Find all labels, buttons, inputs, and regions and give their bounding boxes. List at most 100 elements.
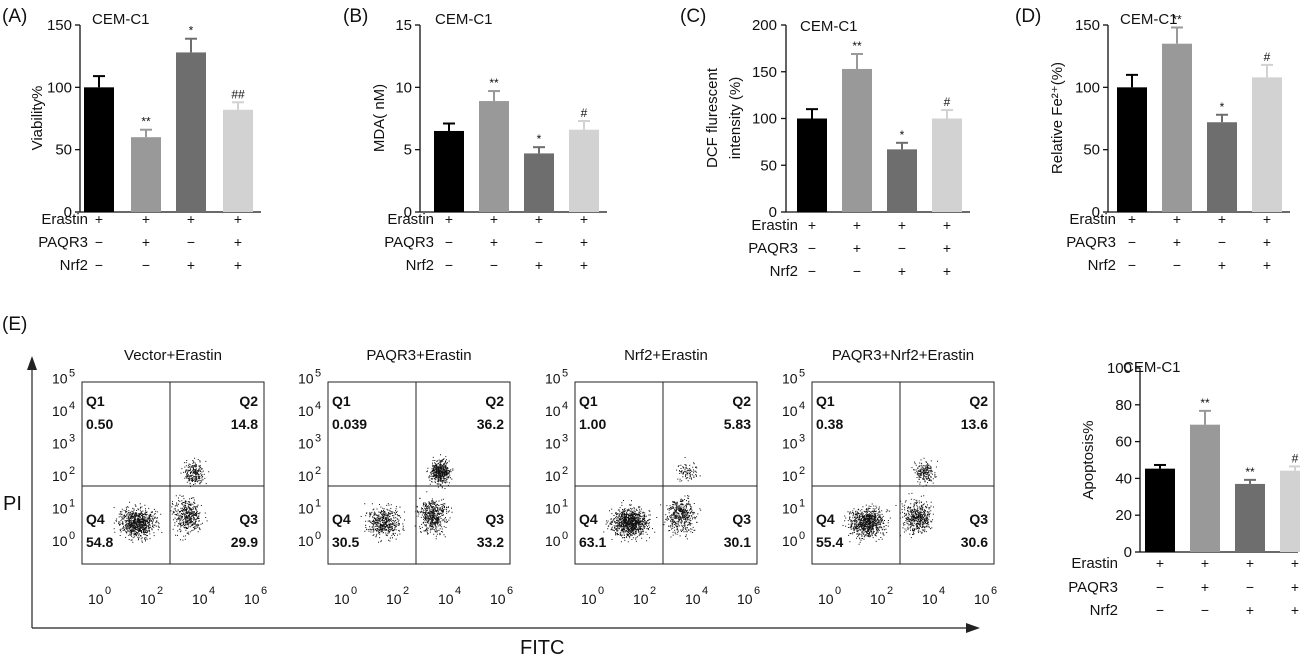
bar xyxy=(1252,77,1282,212)
x-tick-exponent: 4 xyxy=(209,585,215,597)
y-tick-label: 10 xyxy=(52,533,68,549)
y-tick-label: 10 xyxy=(782,533,798,549)
y-tick-label: 100 xyxy=(1075,79,1100,96)
y-tick-label: 100 xyxy=(1107,360,1132,377)
x-tick-label: 10 xyxy=(386,591,402,607)
quadrant-value-q4: 54.8 xyxy=(86,534,113,550)
x-tick-exponent: 4 xyxy=(455,585,461,597)
bar xyxy=(434,130,464,212)
condition-sign: − xyxy=(808,240,816,256)
flow-plot-title: PAQR3+Nrf2+Erastin xyxy=(832,347,974,364)
flow-plot-title: Nrf2+Erastin xyxy=(624,347,708,364)
condition-sign: + xyxy=(898,263,906,279)
condition-sign: + xyxy=(535,257,543,273)
condition-label-paqr3: PAQR3 xyxy=(1066,234,1116,251)
y-tick-exponent: 5 xyxy=(315,367,321,379)
condition-label-nrf2: Nrf2 xyxy=(1088,257,1116,274)
condition-sign: + xyxy=(1291,555,1299,571)
flow-plot-frame xyxy=(811,381,995,565)
quadrant-value-q2: 13.6 xyxy=(961,416,988,432)
y-axis-label: Apoptosis% xyxy=(1080,420,1097,499)
y-tick-label: 60 xyxy=(1115,434,1132,451)
y-tick-label: 0 xyxy=(1092,204,1100,221)
condition-sign: + xyxy=(943,263,951,279)
x-tick-exponent: 2 xyxy=(157,585,163,597)
y-tick-label: 10 xyxy=(395,79,412,96)
x-tick-label: 10 xyxy=(244,591,260,607)
x-tick-exponent: 4 xyxy=(702,585,708,597)
y-tick-label: 40 xyxy=(1115,470,1132,487)
y-tick-label: 80 xyxy=(1115,397,1132,414)
quadrant-value-q2: 36.2 xyxy=(477,416,504,432)
condition-sign: + xyxy=(142,234,150,250)
condition-sign: + xyxy=(1246,555,1254,571)
quadrant-value-q1: 0.38 xyxy=(816,416,843,432)
condition-sign: + xyxy=(1201,579,1209,595)
condition-sign: + xyxy=(1218,211,1226,227)
chart-title-c: CEM-C1 xyxy=(800,18,858,35)
bar xyxy=(1190,424,1220,552)
condition-sign: + xyxy=(535,211,543,227)
condition-sign: − xyxy=(445,234,453,250)
y-tick-label: 50 xyxy=(55,142,72,159)
condition-label-nrf2: Nrf2 xyxy=(770,263,798,280)
y-tick-label: 0 xyxy=(769,204,777,221)
y-tick-label: 5 xyxy=(404,142,412,159)
y-tick-label: 10 xyxy=(298,370,314,386)
x-tick-label: 10 xyxy=(438,591,454,607)
x-tick-exponent: 6 xyxy=(754,585,760,597)
flow-plot-frame xyxy=(81,381,265,565)
x-tick-exponent: 0 xyxy=(598,585,604,597)
bar xyxy=(569,129,599,212)
y-tick-exponent: 4 xyxy=(562,400,568,412)
quadrant-label-q4: Q4 xyxy=(332,511,351,527)
flow-plot-frame xyxy=(574,381,758,565)
y-tick-label: 10 xyxy=(782,435,798,451)
quadrant-value-q2: 5.83 xyxy=(724,416,751,432)
y-tick-label: 10 xyxy=(545,468,561,484)
flow-x-axis-label: FITC xyxy=(520,637,564,656)
condition-label-nrf2: Nrf2 xyxy=(60,257,88,274)
y-tick-exponent: 4 xyxy=(315,400,321,412)
condition-sign: + xyxy=(142,211,150,227)
quadrant-value-q4: 55.4 xyxy=(816,534,843,550)
x-tick-label: 10 xyxy=(192,591,208,607)
y-tick-exponent: 4 xyxy=(69,400,75,412)
quadrant-label-q4: Q4 xyxy=(816,511,835,527)
y-tick-label: 10 xyxy=(545,500,561,516)
condition-sign: − xyxy=(95,257,103,273)
significance-label: ** xyxy=(1245,465,1255,479)
condition-label-erastin: Erastin xyxy=(1071,555,1118,572)
condition-sign: + xyxy=(1263,257,1271,273)
quadrant-label-q1: Q1 xyxy=(579,393,598,409)
condition-label-paqr3: PAQR3 xyxy=(38,234,88,251)
y-tick-exponent: 2 xyxy=(69,465,75,477)
y-tick-label: 10 xyxy=(545,403,561,419)
condition-sign: + xyxy=(1173,234,1181,250)
quadrant-label-q3: Q3 xyxy=(485,511,504,527)
condition-label-erastin: Erastin xyxy=(387,211,434,228)
significance-label: ** xyxy=(1200,396,1210,410)
x-tick-exponent: 2 xyxy=(887,585,893,597)
condition-sign: − xyxy=(1128,234,1136,250)
significance-label: # xyxy=(581,106,588,120)
x-tick-label: 10 xyxy=(870,591,886,607)
condition-sign: + xyxy=(580,211,588,227)
quadrant-label-q2: Q2 xyxy=(969,393,988,409)
quadrant-value-q1: 0.039 xyxy=(332,416,367,432)
y-tick-exponent: 4 xyxy=(799,400,805,412)
significance-label: # xyxy=(1292,451,1299,465)
bar xyxy=(176,52,206,212)
chart-title-a: CEM-C1 xyxy=(92,11,150,28)
bar xyxy=(479,101,509,212)
flow-event-dots xyxy=(842,457,938,545)
bar xyxy=(524,153,554,212)
x-tick-label: 10 xyxy=(685,591,701,607)
bar xyxy=(223,109,253,212)
significance-label: ** xyxy=(1172,12,1182,26)
significance-label: ** xyxy=(489,76,499,90)
y-tick-exponent: 1 xyxy=(69,497,75,509)
condition-sign: − xyxy=(490,257,498,273)
y-tick-exponent: 1 xyxy=(562,497,568,509)
quadrant-label-q2: Q2 xyxy=(732,393,751,409)
